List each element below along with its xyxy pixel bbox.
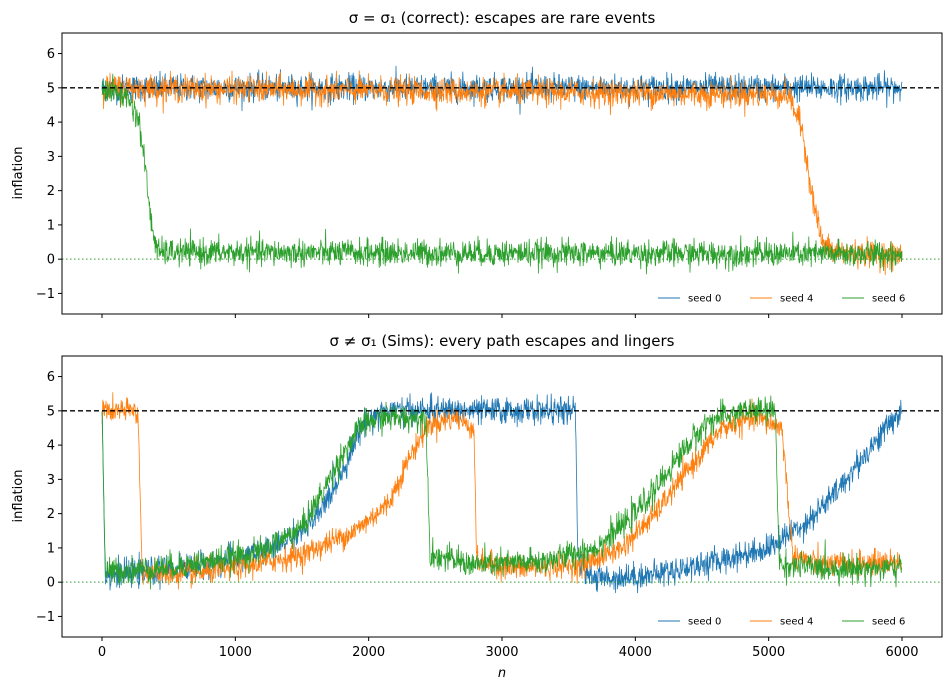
plot-area bbox=[62, 65, 942, 276]
y-tick-label: 1 bbox=[47, 541, 55, 556]
y-tick-label: −1 bbox=[36, 287, 55, 302]
y-tick-label: 0 bbox=[47, 576, 55, 591]
legend-label: seed 4 bbox=[780, 294, 813, 305]
axes-frame bbox=[61, 355, 943, 638]
legend-label: seed 0 bbox=[688, 617, 721, 628]
series-line-seed-4 bbox=[101, 70, 903, 276]
legend-label: seed 4 bbox=[780, 617, 813, 628]
y-tick-label: 3 bbox=[47, 473, 55, 488]
y-tick-label: 2 bbox=[47, 184, 55, 199]
bottom-panel-title: σ ≠ σ₁ (Sims): every path escapes and li… bbox=[330, 332, 675, 350]
x-tick-label: 6000 bbox=[885, 645, 918, 660]
legend: seed 0 seed 4 seed 6 bbox=[658, 294, 905, 305]
y-tick-label: 5 bbox=[47, 404, 55, 419]
y-tick-label: 2 bbox=[47, 507, 55, 522]
bottom-panel-ylabel: inflation bbox=[11, 470, 26, 523]
x-tick-label: 5000 bbox=[752, 645, 785, 660]
series-line-seed-6 bbox=[101, 395, 903, 590]
series-line-seed-4 bbox=[101, 392, 903, 590]
y-tick-label: 5 bbox=[47, 81, 55, 96]
legend-label: seed 0 bbox=[688, 294, 721, 305]
axes-frame bbox=[61, 32, 943, 315]
legend-label: seed 6 bbox=[872, 617, 905, 628]
y-tick-label: 6 bbox=[47, 370, 55, 385]
legend: seed 0 seed 4 seed 6 bbox=[658, 617, 905, 628]
y-tick-label: 0 bbox=[47, 253, 55, 268]
x-tick-label: 0 bbox=[98, 645, 106, 660]
bottom-panel: σ ≠ σ₁ (Sims): every path escapes and li… bbox=[11, 332, 943, 681]
y-tick-label: 3 bbox=[47, 150, 55, 165]
y-tick-label: 4 bbox=[47, 439, 55, 454]
bottom-panel-xlabel: n bbox=[498, 666, 506, 681]
y-tick-label: 1 bbox=[47, 218, 55, 233]
x-tick-label: 3000 bbox=[485, 645, 518, 660]
top-panel: σ = σ₁ (correct): escapes are rare event… bbox=[11, 9, 943, 318]
top-panel-ylabel: inflation bbox=[11, 147, 26, 200]
plot-area bbox=[62, 392, 942, 594]
x-tick-label: 2000 bbox=[352, 645, 385, 660]
series-line-seed-6 bbox=[101, 73, 903, 275]
y-tick-label: 4 bbox=[47, 116, 55, 131]
y-tick-label: 6 bbox=[47, 47, 55, 62]
top-panel-title: σ = σ₁ (correct): escapes are rare event… bbox=[349, 9, 656, 27]
legend-label: seed 6 bbox=[872, 294, 905, 305]
x-tick-label: 1000 bbox=[219, 645, 252, 660]
y-tick-label: −1 bbox=[36, 610, 55, 625]
x-tick-label: 4000 bbox=[619, 645, 652, 660]
